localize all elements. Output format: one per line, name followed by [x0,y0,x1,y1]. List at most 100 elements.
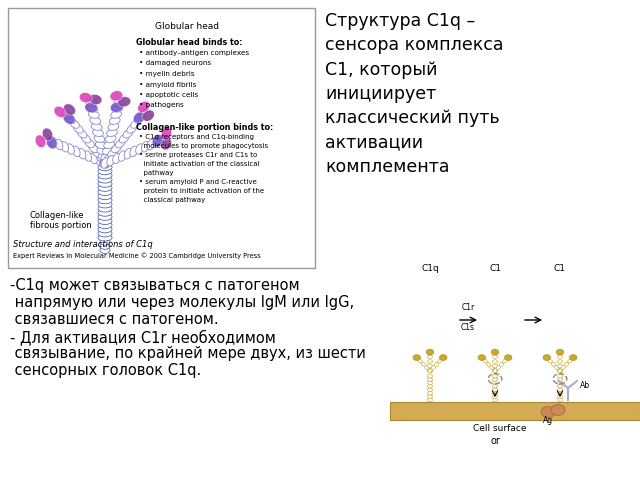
Ellipse shape [72,146,80,156]
Ellipse shape [98,205,112,212]
Ellipse shape [95,156,103,166]
Ellipse shape [101,158,109,168]
Ellipse shape [493,369,497,373]
Ellipse shape [428,360,433,363]
Ellipse shape [543,355,550,360]
Ellipse shape [100,159,111,167]
Ellipse shape [428,350,433,354]
Ellipse shape [93,129,104,136]
Ellipse shape [492,360,497,363]
Ellipse shape [79,93,92,103]
Ellipse shape [113,153,120,164]
Ellipse shape [568,359,572,363]
Ellipse shape [486,362,490,366]
Ellipse shape [492,374,497,378]
Text: Ab: Ab [580,382,590,391]
Ellipse shape [127,124,136,133]
Ellipse shape [557,350,563,354]
Ellipse shape [47,136,57,149]
Ellipse shape [98,217,112,225]
Ellipse shape [138,110,148,119]
Ellipse shape [90,153,97,164]
Ellipse shape [85,139,95,148]
Ellipse shape [557,392,563,395]
Ellipse shape [478,355,486,360]
Ellipse shape [136,144,143,155]
Ellipse shape [42,128,52,141]
Ellipse shape [108,149,118,157]
Ellipse shape [492,355,497,359]
Ellipse shape [492,388,497,392]
Ellipse shape [541,407,555,418]
Ellipse shape [67,144,74,155]
Ellipse shape [89,144,99,153]
Ellipse shape [100,158,110,168]
Ellipse shape [557,369,563,372]
Ellipse shape [492,392,497,395]
Ellipse shape [92,123,102,131]
Ellipse shape [98,201,112,208]
Ellipse shape [98,184,112,192]
Text: • antibody–antigen complexes: • antibody–antigen complexes [139,50,249,56]
Ellipse shape [111,111,122,118]
Ellipse shape [98,192,112,200]
Text: Globular head: Globular head [155,22,219,31]
Ellipse shape [119,134,129,143]
Ellipse shape [115,139,125,148]
Ellipse shape [557,355,563,359]
Text: связавшиеся с патогеном.: связавшиеся с патогеном. [10,312,219,327]
Ellipse shape [133,112,145,123]
Text: • pathogens: • pathogens [139,103,184,108]
Ellipse shape [431,365,435,370]
Ellipse shape [556,349,564,355]
Ellipse shape [428,398,433,402]
Ellipse shape [109,117,120,124]
Ellipse shape [153,137,161,147]
Ellipse shape [98,153,109,161]
Ellipse shape [98,197,112,204]
Ellipse shape [557,395,563,398]
Ellipse shape [138,101,150,113]
Text: C1: C1 [554,264,566,273]
Ellipse shape [551,362,556,366]
Ellipse shape [49,137,57,147]
Ellipse shape [98,226,112,233]
Ellipse shape [557,388,563,392]
Ellipse shape [98,234,112,241]
Ellipse shape [428,355,433,359]
Ellipse shape [428,378,433,381]
Ellipse shape [104,154,114,163]
Ellipse shape [558,369,562,373]
Ellipse shape [492,395,497,398]
Text: - Для активация C1r необходимом: - Для активация C1r необходимом [10,329,276,345]
Text: • serine proteases C1r and C1s to: • serine proteases C1r and C1s to [139,152,257,158]
Ellipse shape [101,158,109,168]
Ellipse shape [492,384,497,388]
Ellipse shape [496,365,500,370]
Text: • apoptotic cells: • apoptotic cells [139,92,198,98]
Ellipse shape [557,378,563,381]
Ellipse shape [66,115,76,123]
Ellipse shape [111,102,124,112]
Ellipse shape [428,369,432,373]
Ellipse shape [98,209,112,216]
Ellipse shape [503,359,507,363]
Ellipse shape [428,388,433,392]
Text: C1: C1 [489,264,501,273]
Ellipse shape [492,378,497,381]
Ellipse shape [557,360,563,363]
Bar [390,402,640,420]
Ellipse shape [564,362,569,366]
Text: C1q: C1q [421,264,439,273]
Text: • C1q receptors and C1q-binding: • C1q receptors and C1q-binding [139,134,254,140]
Ellipse shape [141,142,149,152]
Ellipse shape [98,176,112,183]
Text: Collagen-like portion binds to:: Collagen-like portion binds to: [136,123,273,132]
Ellipse shape [492,369,497,372]
Ellipse shape [545,355,549,360]
Ellipse shape [35,135,45,147]
Ellipse shape [98,222,112,228]
Ellipse shape [98,172,112,179]
Ellipse shape [441,355,445,360]
Ellipse shape [557,364,563,368]
